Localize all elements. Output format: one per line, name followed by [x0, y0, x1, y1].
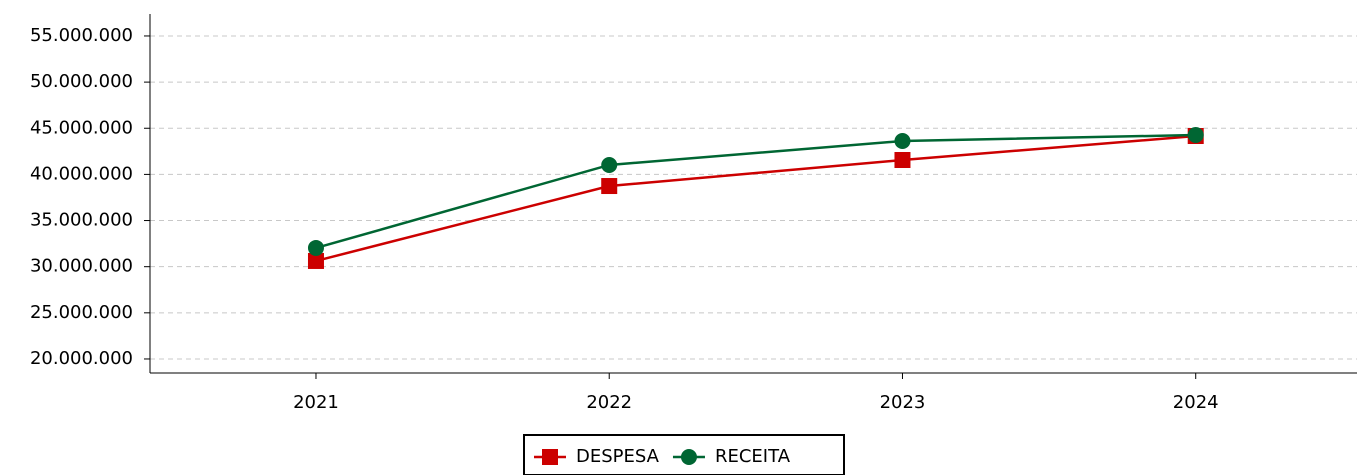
legend-label: DESPESA: [576, 446, 660, 467]
x-tick-label: 2024: [1173, 392, 1219, 413]
point: [894, 132, 911, 149]
y-tick-label: 30.000.000: [30, 256, 133, 277]
point: [307, 239, 324, 256]
legend-label: RECEITA: [715, 446, 791, 467]
point: [1187, 126, 1204, 143]
y-tick-label: 55.000.000: [30, 25, 133, 46]
y-tick-label: 50.000.000: [30, 71, 133, 92]
y-tick-label: 45.000.000: [30, 117, 133, 138]
series-line: [315, 134, 1196, 263]
legend-marker: [680, 449, 697, 465]
y-tick-label: 25.000.000: [30, 302, 133, 323]
series-line: [315, 133, 1196, 250]
point: [601, 156, 618, 173]
point: [307, 252, 324, 269]
x-tick-label: 2021: [293, 392, 339, 413]
y-tick-label: 40.000.000: [30, 163, 133, 184]
x-tick-label: 2022: [586, 392, 632, 413]
point: [601, 178, 618, 195]
legend-marker: [542, 449, 558, 465]
y-tick-label: 20.000.000: [30, 348, 133, 369]
point: [894, 151, 911, 168]
legend: DESPESA RECEITA: [523, 434, 845, 475]
y-tick-label: 35.000.000: [30, 210, 133, 231]
x-tick-label: 2023: [880, 392, 926, 413]
